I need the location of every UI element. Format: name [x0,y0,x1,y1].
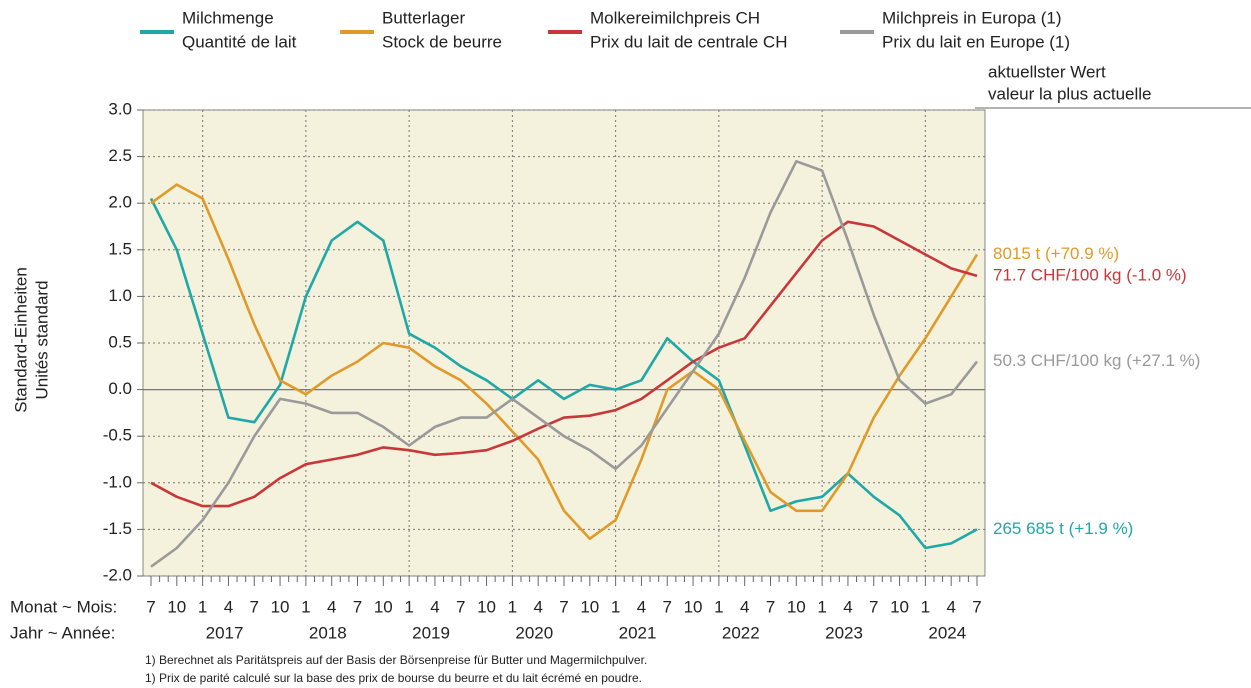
latest-value: 50.3 CHF/100 kg (+27.1 %) [993,351,1200,370]
y-tick-label: 1.0 [108,286,132,305]
x-tick-label: 4 [224,597,233,616]
year-label: 2017 [206,623,244,642]
footnote: 1) Berechnet als Paritätspreis auf der B… [145,653,647,667]
year-label: 2020 [515,623,553,642]
x-label: Jahr ~ Année: [10,623,115,642]
latest-header: aktuellster Wert [988,62,1106,81]
latest-header: valeur la plus actuelle [988,84,1151,103]
y-label: Standard-Einheiten [11,267,30,413]
x-tick-label: 7 [869,597,878,616]
legend-label: Prix du lait en Europe (1) [882,32,1070,51]
year-label: 2023 [825,623,863,642]
x-tick-label: 4 [533,597,542,616]
x-tick-label: 4 [327,597,336,616]
series-line [150,183,979,540]
y-tick-label: 2.0 [108,193,132,212]
x-tick-label: 10 [167,597,186,616]
x-tick-label: 10 [580,597,599,616]
y-tick-label: 2.5 [108,146,132,165]
x-tick-label: 1 [301,597,310,616]
x-tick-label: 10 [477,597,496,616]
x-tick-label: 10 [787,597,806,616]
x-tick-label: 1 [198,597,207,616]
x-tick-label: 7 [353,597,362,616]
year-label: 2024 [928,623,966,642]
series-line [150,160,979,568]
x-tick-label: 1 [611,597,620,616]
y-tick-label: -2.0 [103,565,132,584]
y-tick-label: -0.5 [103,426,132,445]
year-label: 2018 [309,623,347,642]
x-tick-label: 7 [663,597,672,616]
year-label: 2022 [722,623,760,642]
x-tick-label: 1 [404,597,413,616]
legend-label: Quantité de lait [182,32,297,51]
latest-value: 265 685 t (+1.9 %) [993,519,1133,538]
x-tick-label: 1 [921,597,930,616]
legend-label: Milchmenge [182,8,274,27]
x-tick-label: 10 [684,597,703,616]
x-tick-label: 10 [374,597,393,616]
y-tick-label: -1.0 [103,472,132,491]
x-tick-label: 4 [843,597,852,616]
year-label: 2019 [412,623,450,642]
x-tick-label: 4 [740,597,749,616]
latest-value: 8015 t (+70.9 %) [993,244,1119,263]
y-tick-label: 0.5 [108,332,132,351]
y-tick-label: 3.0 [108,99,132,118]
latest-value: 71.7 CHF/100 kg (-1.0 %) [993,265,1187,284]
y-tick-label: 1.5 [108,239,132,258]
x-tick-label: 7 [559,597,568,616]
x-tick-label: 10 [271,597,290,616]
series-line [150,220,978,508]
x-tick-label: 7 [972,597,981,616]
x-tick-label: 4 [430,597,439,616]
x-tick-label: 4 [946,597,955,616]
legend-label: Milchpreis in Europa (1) [882,8,1062,27]
x-tick-label: 7 [766,597,775,616]
x-tick-label: 7 [456,597,465,616]
series-line [149,197,978,550]
x-tick-label: 1 [817,597,826,616]
y-tick-label: 0.0 [108,379,132,398]
legend-label: Butterlager [382,8,465,27]
x-tick-label: 7 [250,597,259,616]
footnote: 1) Prix de parité calculé sur la base de… [145,671,642,685]
x-tick-label: 7 [146,597,155,616]
y-tick-label: -1.5 [103,519,132,538]
x-tick-label: 1 [508,597,517,616]
legend-label: Molkereimilchpreis CH [590,8,760,27]
x-tick-label: 10 [890,597,909,616]
year-label: 2021 [619,623,657,642]
x-tick-label: 1 [714,597,723,616]
x-label: Monat ~ Mois: [10,597,117,616]
legend-label: Stock de beurre [382,32,502,51]
legend-label: Prix du lait de centrale CH [590,32,787,51]
x-tick-label: 4 [637,597,646,616]
y-label: Unités standard [32,280,51,399]
